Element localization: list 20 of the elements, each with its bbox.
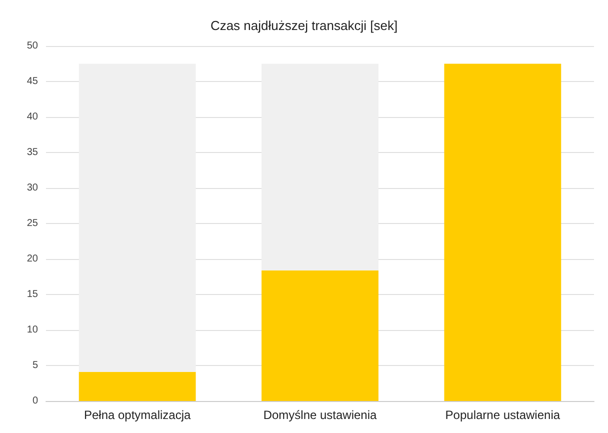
y-tick-label: 45	[26, 76, 38, 87]
y-tick-label: 35	[26, 147, 38, 158]
y-tick-label: 50	[26, 40, 38, 52]
x-tick-label: Pełna optymalizacja	[84, 408, 192, 422]
y-tick-label: 30	[26, 182, 38, 194]
bar	[444, 64, 562, 401]
chart-title: Czas najdłuższej transakcji [sek]	[210, 18, 398, 33]
y-tick-label: 15	[26, 289, 38, 300]
y-tick-label: 5	[32, 360, 38, 371]
bar	[78, 64, 196, 372]
y-tick-label: 20	[26, 254, 38, 264]
bar	[78, 372, 196, 401]
y-tick-label: 0	[32, 396, 38, 406]
bar	[262, 270, 378, 401]
x-tick-label: Domyślne ustawienia	[263, 408, 378, 422]
y-tick-label: 25	[26, 218, 38, 229]
x-tick-label: Popularne ustawienia	[445, 408, 560, 422]
bar	[262, 64, 378, 270]
y-tick-label: 10	[26, 324, 38, 336]
y-tick-label: 40	[26, 112, 38, 122]
